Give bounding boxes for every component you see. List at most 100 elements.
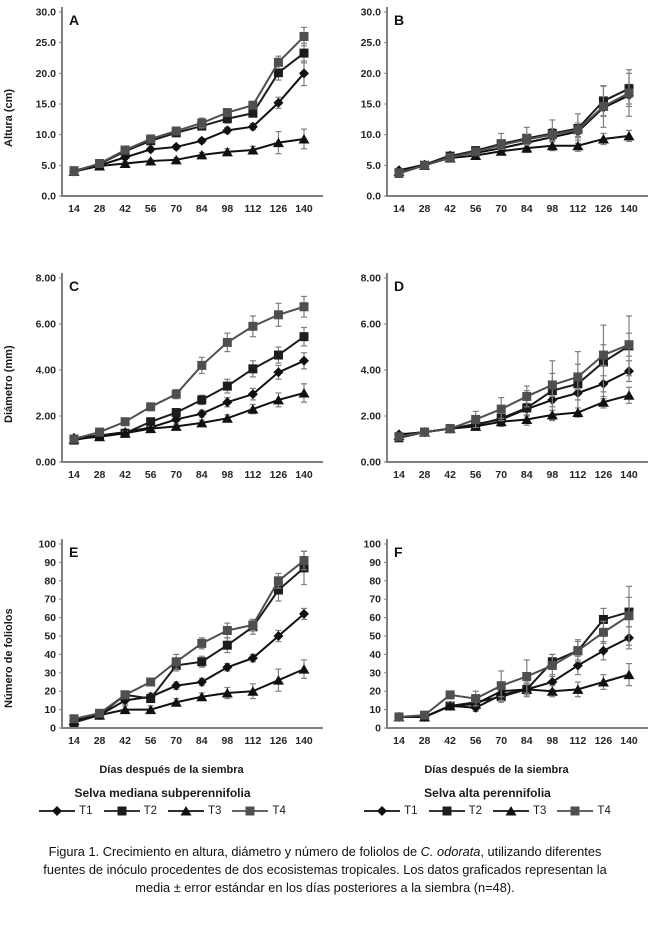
data-point (222, 337, 232, 347)
x-tick-label: 140 (620, 203, 638, 215)
data-point (546, 140, 558, 151)
y-tick-label: 60 (369, 612, 381, 624)
data-point (197, 118, 207, 128)
data-point (394, 168, 404, 178)
panel-letter: D (394, 278, 404, 294)
y-tick-label: 4.00 (36, 365, 57, 377)
data-point (420, 160, 430, 170)
x-tick-label: 140 (295, 735, 313, 747)
data-point (170, 421, 182, 431)
data-point (221, 413, 233, 423)
series-line (398, 614, 630, 718)
y-tick-label: 30.0 (361, 7, 382, 19)
panel-letter: E (69, 544, 78, 560)
data-point (272, 137, 284, 148)
x-tick-label: 14 (393, 203, 405, 215)
data-point (69, 714, 79, 724)
spacer (325, 270, 343, 498)
legend-label: T4 (272, 805, 286, 817)
series-line (398, 394, 630, 437)
x-tick-label: 84 (196, 203, 208, 215)
series-line (399, 673, 630, 718)
series-T4 (394, 69, 634, 178)
panel-c: Diámetro (mm) 8.00 6.00 4.00 2.00 0.00 14 28 42… (0, 270, 325, 498)
x-tick-label: 112 (244, 735, 261, 747)
series-line (398, 92, 630, 174)
data-point (146, 677, 156, 687)
data-point (248, 620, 258, 630)
x-tick-label: 126 (270, 735, 288, 747)
x-tick-label: 28 (419, 203, 431, 215)
data-point (120, 690, 130, 700)
x-tick-label: 70 (170, 735, 182, 747)
x-tick-label: 98 (546, 735, 558, 747)
data-point (598, 645, 609, 656)
data-point (547, 660, 557, 670)
data-point (196, 417, 208, 428)
t3-triangle-marker-icon (493, 806, 529, 816)
y-tick-label: 100 (363, 539, 381, 551)
data-point (171, 389, 181, 399)
series-line (73, 72, 305, 173)
y-tick-label: 10.0 (361, 129, 382, 141)
y-tick-label: 90 (369, 557, 381, 569)
panel-e: Número de foliolos 100 90 80 70 60 50 40 30 20 10… (0, 536, 325, 780)
data-point (522, 671, 532, 681)
data-point (299, 68, 309, 79)
x-tick-label: 98 (221, 735, 233, 747)
data-point (496, 404, 506, 414)
x-tick-label: 28 (419, 469, 431, 481)
x-tick-label: 112 (244, 469, 261, 481)
x-tick-label: 28 (419, 735, 431, 747)
x-tick-label: 14 (393, 735, 405, 747)
data-point (196, 135, 207, 146)
y-axis-title-diametro: Diámetro (mm) (3, 345, 15, 423)
data-point (196, 149, 208, 160)
x-tick-label: 112 (569, 203, 586, 215)
data-point (394, 712, 404, 722)
data-point (420, 710, 430, 720)
y-axis-title-foliolos: Número de foliolos (3, 608, 15, 708)
panel-f: 100 90 80 70 60 50 40 30 20 10 0 14 28 42 56 70 84 98 112 1… (325, 536, 650, 780)
series-line (398, 94, 630, 172)
data-point (298, 664, 310, 674)
x-tick-label: 140 (620, 735, 638, 747)
legend-label: T3 (533, 805, 547, 817)
data-point (245, 806, 255, 816)
data-point (573, 125, 583, 135)
data-point (597, 133, 609, 144)
data-point (197, 395, 207, 405)
y-tick-label: 25.0 (361, 37, 382, 49)
series-T4 (394, 332, 634, 442)
series-T1 (394, 626, 634, 722)
t4-gray-square-marker-icon (232, 806, 269, 816)
panel-letter: A (69, 12, 79, 28)
data-point (573, 646, 583, 656)
series-line (73, 668, 305, 722)
legend-label: T1 (404, 805, 418, 817)
x-tick-label: 84 (521, 469, 533, 481)
data-point (442, 806, 452, 816)
series-line (73, 35, 305, 173)
t1-diamond-marker-icon (364, 806, 401, 816)
data-point (120, 417, 130, 427)
data-point (171, 680, 182, 691)
data-point (247, 404, 259, 414)
data-point (273, 68, 283, 78)
data-point (273, 97, 284, 108)
data-point (197, 657, 207, 667)
data-point (570, 806, 580, 816)
x-tick-label: 56 (145, 735, 157, 747)
x-tick-label: 70 (170, 203, 182, 215)
data-point (222, 125, 233, 136)
y-tick-label: 70 (44, 594, 56, 606)
x-tick-label: 126 (595, 735, 613, 747)
series-line (73, 559, 305, 720)
data-point (573, 372, 583, 382)
data-point (222, 381, 232, 391)
data-point (298, 133, 310, 144)
data-point (547, 677, 558, 687)
caption-prefix: Figura 1. Crecimiento en altura, diámetr… (48, 844, 421, 859)
